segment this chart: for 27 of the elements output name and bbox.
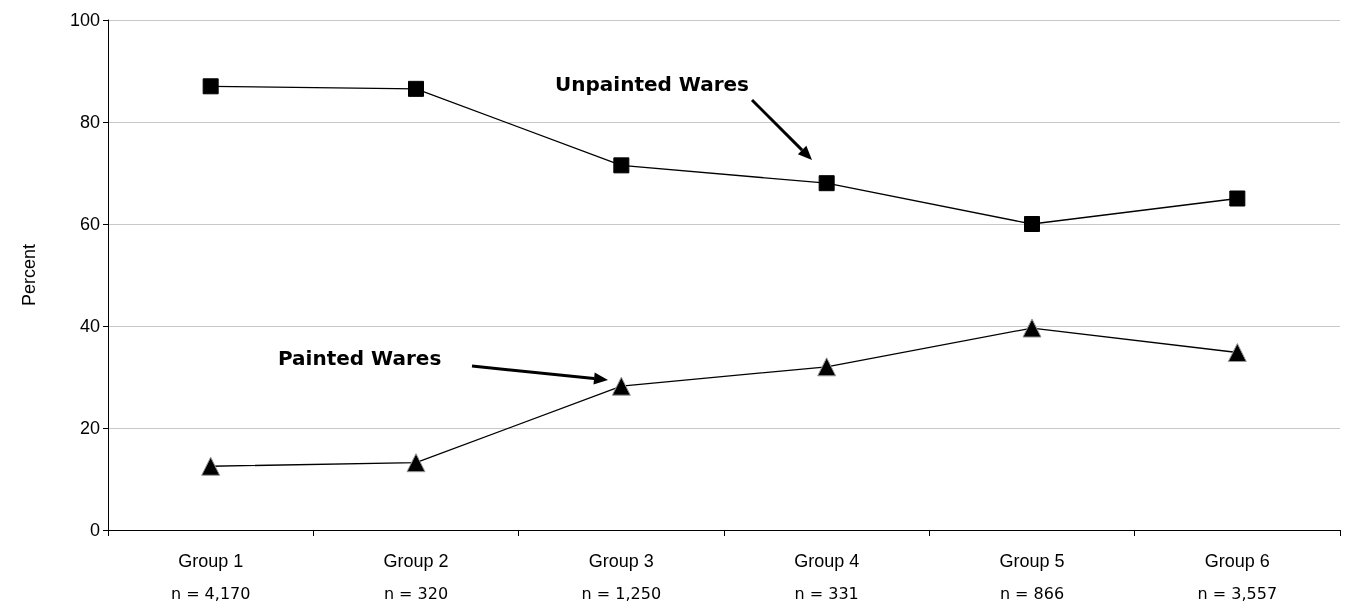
point	[202, 78, 219, 95]
x-tick-label: Group 6 n = 3,557	[1197, 551, 1278, 603]
point	[408, 80, 424, 97]
y-tick-label: 100	[69, 10, 100, 30]
point	[611, 376, 631, 396]
point	[406, 453, 426, 473]
x-tick-label: Group 3 n = 1,250	[581, 551, 662, 603]
x-tick-label: Group 2 n = 320	[383, 551, 449, 603]
y-tick-label: 0	[89, 520, 100, 540]
x-tick-label: Group 4 n = 331	[794, 551, 860, 603]
x-tick-label: Group 1 n = 4,170	[170, 551, 251, 603]
point	[1229, 190, 1246, 207]
y-tick-label: 80	[79, 112, 100, 132]
y-tick-label: 40	[79, 316, 100, 336]
y-axis-title: Percent	[19, 243, 39, 307]
point	[1022, 318, 1042, 338]
point	[613, 157, 630, 174]
point	[818, 175, 835, 192]
annotation: Painted Wares	[278, 346, 442, 370]
annotation: Unpainted Wares	[555, 72, 749, 96]
y-tick-label: 20	[79, 418, 100, 438]
point	[201, 456, 221, 476]
point	[1227, 343, 1247, 363]
x-tick-label: Group 5 n = 866	[999, 551, 1065, 603]
point	[1024, 216, 1040, 232]
y-tick-label: 60	[79, 214, 100, 234]
point	[817, 357, 837, 377]
